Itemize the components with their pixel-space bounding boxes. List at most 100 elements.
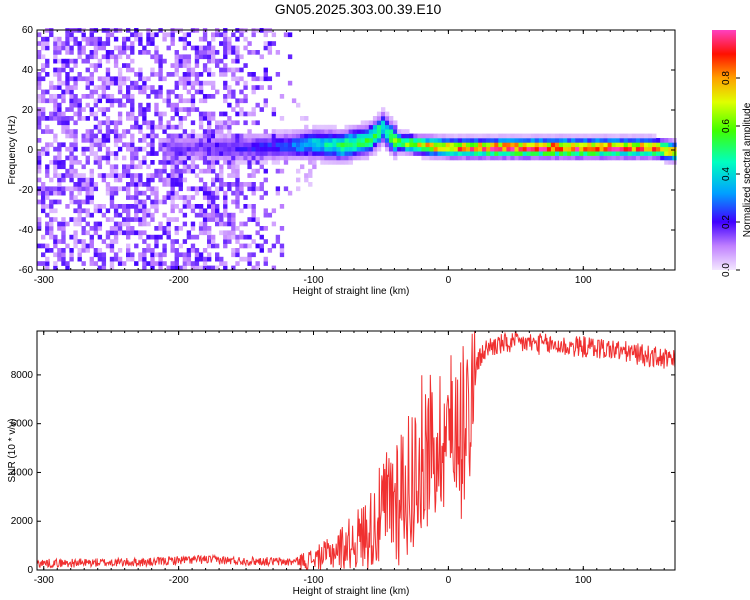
spectrogram-cell xyxy=(73,94,78,99)
spectrogram-cell xyxy=(41,186,46,192)
spectrogram-cell xyxy=(470,146,475,152)
spectrogram-cell xyxy=(259,186,264,192)
spectrogram-cell xyxy=(117,111,123,117)
spectrogram-cell xyxy=(279,248,285,253)
spectrogram-cell xyxy=(105,217,111,222)
spectrogram-cell xyxy=(219,129,224,134)
spectrogram-cell xyxy=(279,129,285,134)
spectrogram-cell xyxy=(656,155,661,161)
spectrogram-cell xyxy=(279,133,285,139)
spectrogram-cell xyxy=(623,142,629,148)
spectrogram-cell xyxy=(162,146,167,152)
spectrogram-cell xyxy=(166,32,171,38)
spectrogram-cell xyxy=(271,160,277,165)
spectrogram-cell xyxy=(231,199,236,205)
spectrogram-cell xyxy=(138,252,143,258)
spectrogram-cell xyxy=(522,155,527,161)
spectrogram-cell xyxy=(259,133,264,139)
spectrogram-cell xyxy=(154,111,159,117)
spectrogram-cell xyxy=(591,138,596,143)
spectrogram-cell xyxy=(275,160,281,165)
spectrogram-cell xyxy=(65,32,70,38)
spectrogram-cell xyxy=(239,89,244,95)
spectrogram-cell xyxy=(37,94,42,99)
spectrogram-cell xyxy=(174,146,179,152)
spectrogram-cell xyxy=(223,32,228,38)
spectrogram-cell xyxy=(275,168,281,174)
spectrogram-cell xyxy=(235,146,240,152)
spectrogram-cell xyxy=(53,265,58,271)
spectrogram-cell xyxy=(623,151,629,156)
spectrogram-cell xyxy=(61,116,66,121)
spectrogram-cell xyxy=(514,142,519,148)
spectrogram-cell xyxy=(243,243,248,249)
spectrogram-cell xyxy=(207,142,212,148)
spectrogram-cell xyxy=(166,98,171,104)
spectrogram-cell xyxy=(138,102,143,108)
spectrogram-cell xyxy=(271,111,277,117)
spectrogram-cell xyxy=(182,221,188,227)
spectrogram-cell xyxy=(510,142,515,148)
spectrogram-cell xyxy=(486,155,491,161)
spectrogram-cell xyxy=(134,32,139,38)
spectrogram-cell xyxy=(563,138,568,143)
spectrogram-cell xyxy=(231,217,236,222)
spectrogram-cell xyxy=(142,85,147,90)
spectrogram-cell xyxy=(542,142,548,148)
spectrogram-cell xyxy=(239,111,244,117)
spectrogram-cell xyxy=(449,151,455,156)
spectrogram-cell xyxy=(364,129,370,134)
spectrogram-cell xyxy=(352,129,357,134)
spectrogram-cell xyxy=(105,133,111,139)
spectrogram-cell xyxy=(215,142,220,148)
spectrogram-cell xyxy=(211,85,216,90)
spectrogram-cell xyxy=(202,226,208,231)
spectrogram-cell xyxy=(178,54,183,60)
spectrogram-cell xyxy=(304,155,309,161)
spectrogram-cell xyxy=(158,177,163,183)
spectrogram-cell xyxy=(202,63,208,68)
spectrogram-cell xyxy=(235,76,240,82)
spectrogram-cell xyxy=(263,168,268,174)
spectrogram-cell xyxy=(615,133,621,139)
spectrogram-cell xyxy=(397,151,402,156)
spectrogram-cell xyxy=(385,138,390,143)
spectrogram-cell xyxy=(186,195,192,200)
spectrogram-cell xyxy=(158,146,163,152)
spectrogram-cell xyxy=(41,41,46,46)
spectrogram-cell xyxy=(336,142,341,148)
spectrogram-cell xyxy=(162,160,167,165)
spectrogram-cell xyxy=(389,116,394,121)
spectrogram-cell xyxy=(105,186,111,192)
spectrogram-cell xyxy=(457,146,463,152)
spectrogram-cell xyxy=(202,155,208,161)
spectrogram-cell xyxy=(300,133,305,139)
spectrogram-cell xyxy=(77,239,82,244)
spectrogram-cell xyxy=(461,155,467,161)
spectrogram-cell xyxy=(138,230,143,236)
spectrogram-cell xyxy=(190,133,196,139)
spectrogram-cell xyxy=(267,76,273,82)
spectrogram-cell xyxy=(81,58,86,64)
spectrogram-cell xyxy=(186,186,192,192)
spectrogram-cell xyxy=(170,155,175,161)
spectrogram-cell xyxy=(312,129,317,134)
spectrogram-cell xyxy=(243,120,248,126)
spectrogram-cell xyxy=(65,45,70,51)
spectrogram-cell xyxy=(255,168,260,174)
spectrogram-cell xyxy=(37,80,42,86)
spectrogram-cell xyxy=(85,41,90,46)
spectrogram-cell xyxy=(49,226,54,231)
spectrogram-cell xyxy=(441,155,447,161)
spectrogram-cell xyxy=(211,133,216,139)
spectrogram-cell xyxy=(45,129,50,134)
spectrogram-cell xyxy=(93,41,99,46)
spectrogram-cell xyxy=(49,94,54,99)
spectrogram-cell xyxy=(437,133,442,139)
spectrogram-cell xyxy=(376,120,382,126)
spectrogram-cell xyxy=(344,146,349,152)
spectrogram-cell xyxy=(117,85,123,90)
spectrogram-cell xyxy=(158,261,163,266)
spectrogram-cell xyxy=(178,208,183,214)
spectrogram-cell xyxy=(470,151,475,156)
